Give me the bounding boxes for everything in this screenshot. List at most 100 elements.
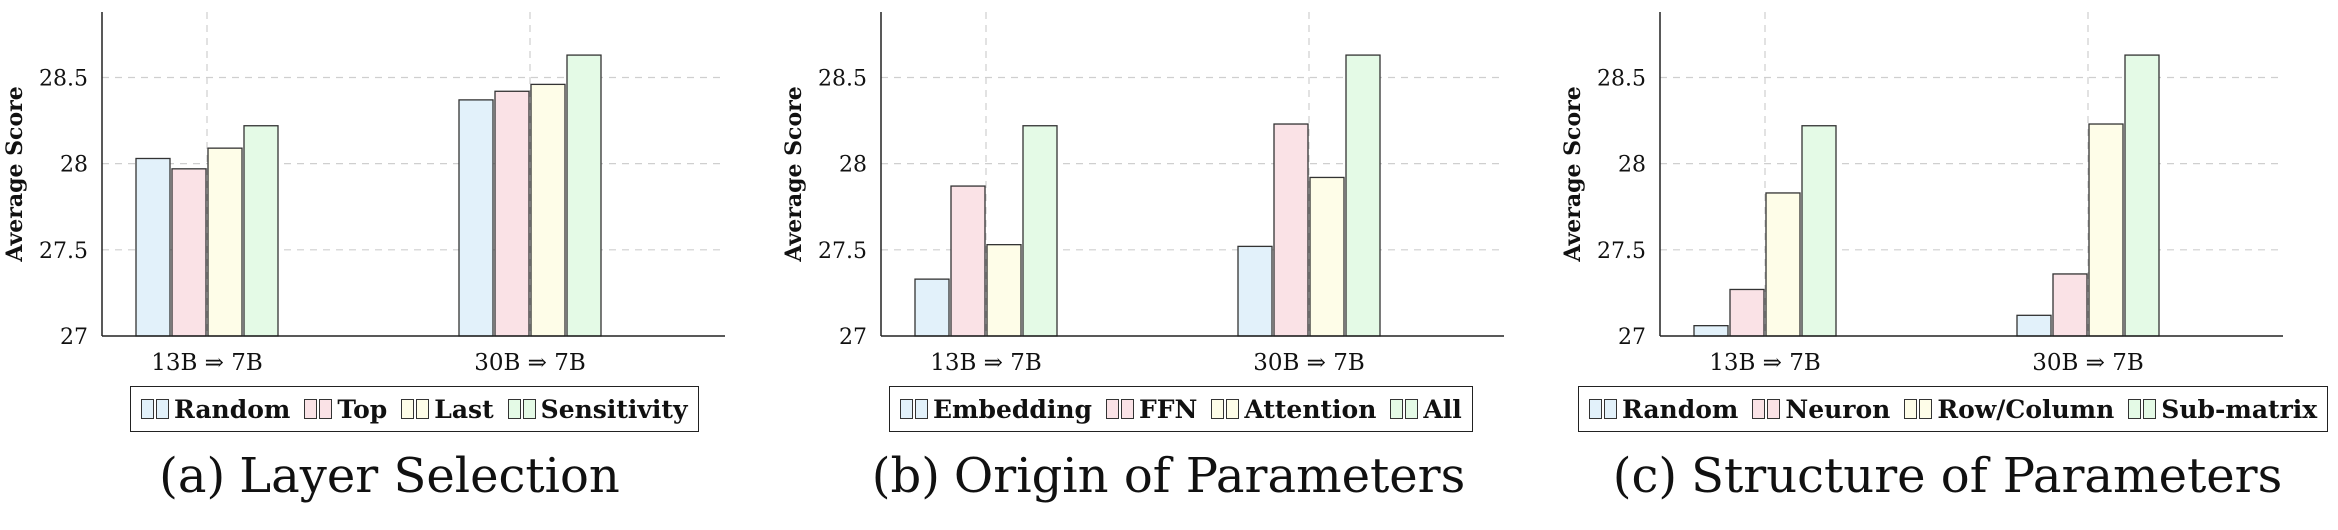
legend-label: Top	[337, 394, 388, 424]
bar-last-1	[207, 147, 243, 337]
legend-label: Neuron	[1785, 394, 1891, 424]
legend-item: Embedding	[900, 395, 1092, 424]
x-tick-label: 13B ⇒ 7B	[1709, 350, 1821, 376]
legend-item: Random	[141, 395, 290, 424]
legend-swatch	[1405, 399, 1419, 419]
y-tick-label: 27.5	[39, 239, 88, 264]
legend-swatch	[900, 399, 913, 419]
bar-sub-matrix-2	[2124, 54, 2160, 337]
x-tick-label: 13B ⇒ 7B	[930, 350, 1042, 376]
bar-embedding-2	[1237, 245, 1273, 337]
legend-swatch	[2128, 399, 2142, 419]
y-tick-label: 28.5	[39, 66, 88, 91]
legend-item: Random	[1589, 395, 1738, 424]
legend-swatch	[507, 399, 521, 419]
bar-random-2	[2016, 314, 2052, 337]
caption-b: (b) Origin of Parameters	[779, 448, 1558, 504]
x-tick-label: 30B ⇒ 7B	[474, 350, 586, 376]
legend-swatch	[1589, 399, 1602, 419]
legend-swatch	[1211, 399, 1225, 419]
chart-panel-c: 27 27.5 28 28.5 13B ⇒ 7B 30B ⇒ 7B Average Scor…	[1558, 0, 2337, 530]
bar-attention-1	[986, 244, 1022, 337]
bar-random-1	[135, 157, 171, 337]
legend-swatch	[2143, 399, 2157, 419]
y-axis-label: Average Score	[1560, 86, 1586, 262]
y-tick-label: 28.5	[818, 66, 867, 91]
bar-sub-matrix-1	[1801, 125, 1837, 337]
legend-item: All	[1390, 394, 1462, 424]
legend-swatch	[522, 399, 536, 419]
bar-random-2	[458, 99, 494, 337]
legend-swatch	[141, 399, 154, 419]
legend-item: Neuron	[1752, 395, 1890, 424]
y-tick-label: 28	[1618, 153, 1646, 178]
legend-swatch	[1752, 399, 1766, 419]
y-tick-label: 28.5	[1597, 66, 1646, 91]
legend-label: Sub-matrix	[2161, 394, 2318, 424]
legend-swatch	[1904, 399, 1918, 419]
y-axis-label: Average Score	[2, 86, 28, 262]
bar-neuron-2	[2052, 273, 2088, 337]
caption-c-label: (c)	[1612, 448, 1678, 504]
bar-sensitivity-1	[243, 125, 279, 337]
x-tick-label: 30B ⇒ 7B	[2032, 350, 2144, 376]
x-tick-label: 13B ⇒ 7B	[151, 350, 263, 376]
chart-a-svg: 27 27.5 28 28.5 13B ⇒ 7B 30B ⇒ 7B Average Scor…	[2, 12, 725, 376]
bar-neuron-1	[1729, 288, 1765, 337]
y-tick-label: 28	[60, 153, 88, 178]
chart-panel-b: 27 27.5 28 28.5 13B ⇒ 7B 30B ⇒ 7B Average Scor…	[779, 0, 1558, 530]
legend-swatch	[319, 399, 333, 419]
y-tick-label: 27	[1618, 325, 1646, 350]
legend-item: Top	[304, 395, 387, 424]
legend-label: Sensitivity	[540, 394, 688, 424]
legend-item: Sub-matrix	[2128, 395, 2317, 424]
caption-b-label: (b)	[871, 448, 940, 504]
bar-all-1	[1022, 125, 1058, 337]
bar-top-1	[171, 168, 207, 337]
legend-swatch	[1604, 399, 1617, 419]
bar-sensitivity-2	[566, 54, 602, 337]
legend-label: Row/Column	[1937, 394, 2115, 424]
chart-c-svg: 27 27.5 28 28.5 13B ⇒ 7B 30B ⇒ 7B Average Scor…	[1560, 12, 2283, 376]
caption-b-text: Origin of Parameters	[953, 448, 1466, 504]
legend-swatch	[1121, 399, 1135, 419]
y-tick-label: 27	[60, 325, 88, 350]
legend-swatch	[304, 399, 318, 419]
caption-a-label: (a)	[159, 448, 226, 504]
bar-ffn-2	[1273, 123, 1309, 337]
bar-row-column-2	[2088, 123, 2124, 337]
legend-item: Sensitivity	[507, 394, 688, 424]
legend-label: Random	[174, 394, 291, 424]
chart-b-svg: 27 27.5 28 28.5 13B ⇒ 7B 30B ⇒ 7B Average Scor…	[781, 12, 1504, 376]
legend-item: Row/Column	[1904, 395, 2114, 424]
legend-item: Last	[401, 395, 494, 424]
caption-c-text: Structure of Parameters	[1691, 448, 2283, 504]
caption-a: (a) Layer Selection	[0, 448, 779, 504]
legend-swatch	[401, 399, 415, 419]
legend-swatch	[915, 399, 928, 419]
chart-panel-a: 27 27.5 28 28.5 13B ⇒ 7B 30B ⇒ 7B Average Scor…	[0, 0, 779, 530]
legend-label: All	[1423, 394, 1462, 424]
bar-row-column-1	[1765, 192, 1801, 337]
legend-swatch	[1919, 399, 1933, 419]
legend-c: Random Neuron Row/Column Sub-matrix	[1578, 386, 2329, 432]
legend-label: Random	[1622, 394, 1739, 424]
legend-a: Random Top Last Sensitivity	[130, 386, 699, 432]
legend-item: Attention	[1211, 395, 1376, 424]
legend-label: Attention	[1244, 394, 1377, 424]
y-tick-label: 27.5	[1597, 239, 1646, 264]
y-tick-label: 27	[839, 325, 867, 350]
legend-label: FFN	[1139, 394, 1198, 424]
caption-c: (c) Structure of Parameters	[1558, 448, 2337, 504]
legend-swatch	[1226, 399, 1240, 419]
legend-swatch	[1390, 399, 1404, 419]
bar-embedding-1	[914, 278, 950, 337]
bar-ffn-1	[950, 185, 986, 337]
bar-last-2	[530, 83, 566, 337]
y-axis-label: Average Score	[781, 86, 807, 262]
bar-top-2	[494, 90, 530, 337]
legend-item: FFN	[1106, 395, 1197, 424]
legend-swatch	[156, 399, 169, 419]
legend-swatch	[1767, 399, 1781, 419]
caption-a-text: Layer Selection	[239, 448, 620, 504]
